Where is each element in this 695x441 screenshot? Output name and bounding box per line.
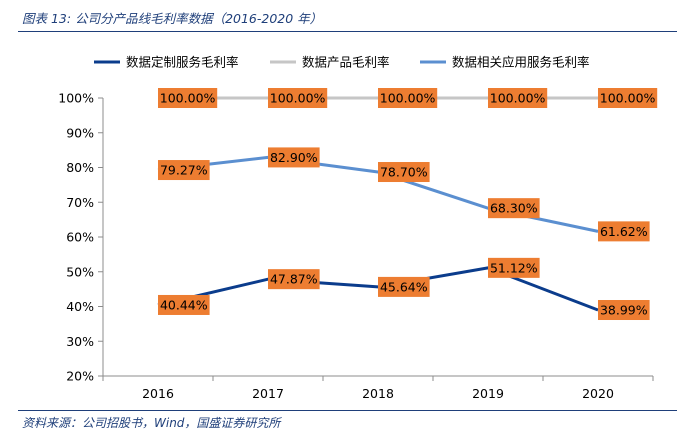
x-tick-label: 2016 xyxy=(142,386,174,401)
data-label-text: 82.90% xyxy=(270,150,318,165)
y-tick-label: 80% xyxy=(66,160,94,175)
data-label-text: 61.62% xyxy=(600,224,648,239)
data-label-text: 47.87% xyxy=(270,272,318,287)
data-label-box xyxy=(378,162,430,183)
legend-label: 数据相关应用服务毛利率 xyxy=(452,55,590,70)
data-label-box xyxy=(488,88,548,108)
data-label: 100.00% xyxy=(268,88,328,108)
x-tick-label: 2020 xyxy=(582,386,614,401)
data-label-text: 100.00% xyxy=(380,91,436,106)
data-label: 51.12% xyxy=(488,257,540,278)
data-label-box xyxy=(268,269,320,290)
data-label: 100.00% xyxy=(598,88,658,108)
data-label-box xyxy=(268,147,320,168)
y-tick-label: 50% xyxy=(66,264,94,279)
data-label: 79.27% xyxy=(158,160,210,181)
data-label-text: 78.70% xyxy=(380,165,428,180)
y-tick-label: 40% xyxy=(66,299,94,314)
data-label-box xyxy=(598,300,650,321)
x-axis: 2016 2017 2018 2019 2020 xyxy=(102,375,654,401)
bottom-rule xyxy=(18,410,677,411)
y-tick-label: 20% xyxy=(66,369,94,384)
data-label-text: 45.64% xyxy=(380,279,428,294)
data-label-box xyxy=(488,257,540,278)
data-label-box xyxy=(158,294,210,315)
x-tick-label: 2017 xyxy=(252,386,284,401)
data-label-box xyxy=(378,276,430,297)
data-label-layer: 40.44% 47.87% 45.64% 51.12% 38.99% 100.00% 100… xyxy=(158,88,658,321)
y-tick-label: 100% xyxy=(58,91,94,106)
data-label-box xyxy=(598,221,650,242)
data-label-box xyxy=(488,198,540,219)
x-tick-label: 2019 xyxy=(472,386,504,401)
data-label-text: 100.00% xyxy=(490,91,546,106)
y-tick-label: 30% xyxy=(66,334,94,349)
data-label-text: 79.27% xyxy=(160,163,208,178)
data-label: 47.87% xyxy=(268,269,320,290)
y-tick-label: 90% xyxy=(66,125,94,140)
data-label: 82.90% xyxy=(268,147,320,168)
legend-label: 数据定制服务毛利率 xyxy=(126,55,239,70)
data-label-box xyxy=(598,88,658,108)
data-label-box xyxy=(378,88,438,108)
data-label-box xyxy=(268,88,328,108)
data-label-text: 100.00% xyxy=(600,91,656,106)
top-rule xyxy=(18,31,677,32)
data-label-text: 40.44% xyxy=(160,297,208,312)
figure-title: 图表 13: 公司分产品线毛利率数据（2016-2020 年） xyxy=(22,11,323,26)
data-label-text: 68.30% xyxy=(490,201,538,216)
data-label: 68.30% xyxy=(488,198,540,219)
source-note: 资料来源：公司招股书，Wind，国盛证券研究所 xyxy=(22,416,281,430)
data-label: 40.44% xyxy=(158,294,210,315)
data-label: 100.00% xyxy=(378,88,438,108)
data-label-box xyxy=(158,160,210,181)
legend: 数据定制服务毛利率 数据产品毛利率 数据相关应用服务毛利率 xyxy=(94,55,590,70)
data-label: 100.00% xyxy=(488,88,548,108)
data-label-text: 100.00% xyxy=(270,91,326,106)
data-label: 78.70% xyxy=(378,162,430,183)
data-label: 45.64% xyxy=(378,276,430,297)
data-label-text: 51.12% xyxy=(490,260,538,275)
data-label-text: 100.00% xyxy=(160,91,216,106)
y-tick-label: 70% xyxy=(66,195,94,210)
y-tick-label: 60% xyxy=(66,230,94,245)
y-axis: 20% 30% 40% 50% 60% 70% 80% 90% 100% xyxy=(58,91,104,384)
data-label: 38.99% xyxy=(598,300,650,321)
legend-label: 数据产品毛利率 xyxy=(302,55,390,70)
data-label-box xyxy=(158,88,218,108)
x-tick-label: 2018 xyxy=(362,386,394,401)
data-label: 61.62% xyxy=(598,221,650,242)
data-label-text: 38.99% xyxy=(600,303,648,318)
data-label: 100.00% xyxy=(158,88,218,108)
